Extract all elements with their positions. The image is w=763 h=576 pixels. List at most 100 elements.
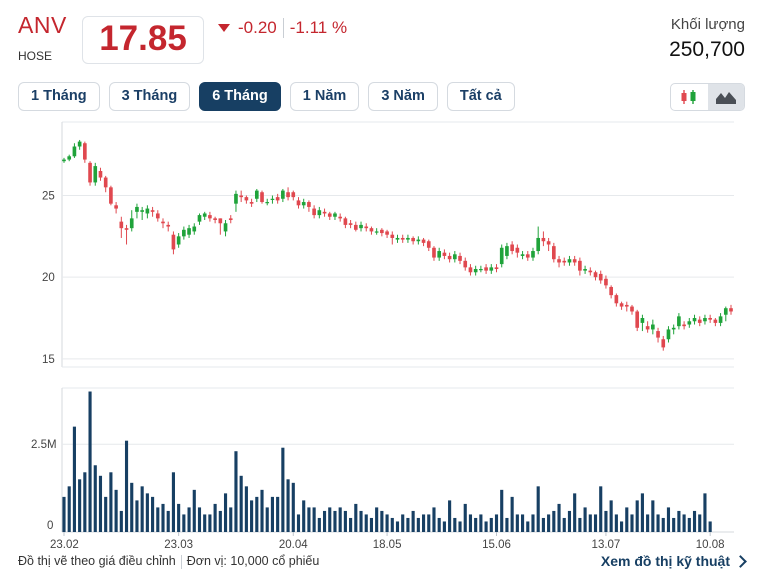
candle-body [562,260,567,263]
tab-1-month[interactable]: 1 Tháng [18,82,100,111]
candle-body [473,269,478,273]
candle [520,251,525,260]
candle [364,223,369,232]
candle [510,241,514,255]
candle [598,270,603,284]
candle-body [536,237,541,252]
volume-bar [599,486,603,532]
volume-bar [83,472,87,532]
candle-body [729,308,733,312]
candle [369,226,374,235]
candle-body [442,252,447,256]
volume-bar [500,489,504,532]
volume-bar [135,500,139,532]
volume-bar [338,507,342,532]
candle-body [395,237,400,240]
candle [479,265,483,273]
candle [635,309,640,332]
technical-chart-link[interactable]: Xem đồ thị kỹ thuật [601,553,747,569]
candle-body [651,324,655,330]
candle [723,306,728,322]
candle [176,233,181,248]
volume-bar [510,496,514,532]
candle [609,285,613,299]
volume-bar [583,507,587,532]
candle [604,275,608,289]
candle [265,198,270,206]
candle [452,251,457,263]
candle-body [291,192,296,198]
candle-body [703,318,707,322]
volume-bar [453,517,457,532]
candle-body [400,237,405,240]
x-tick-label: 23.02 [50,539,79,551]
volume-bar [526,521,530,532]
candle [218,218,223,235]
candle-body [129,218,134,229]
candle-body [312,208,316,216]
candle-body [489,267,494,271]
candle [468,264,473,276]
candle [244,195,249,204]
volume-bar [265,507,269,532]
candle [291,190,296,201]
volume-bar [171,472,175,532]
volume-bar [489,517,493,532]
candle [708,314,712,323]
tab-1-year[interactable]: 1 Năm [289,82,360,111]
candle-body [718,316,723,323]
volume-bar [276,496,280,532]
volume-bar [177,503,181,532]
candle [406,234,410,243]
candle-body [270,198,275,200]
candlestick-button[interactable] [671,84,708,110]
tab-6-months[interactable]: 6 Tháng [199,82,281,111]
candle-body [155,213,160,219]
volume-bar [646,514,650,532]
candle-body [145,208,150,214]
volume-bar [317,517,321,532]
tab-all[interactable]: Tất cả [446,82,515,111]
candle-body [140,210,144,212]
volume-bar [281,447,285,532]
candle [67,154,72,162]
volume-bar [656,514,660,532]
candle-body [197,215,202,222]
candle [463,257,468,271]
volume-bar [520,514,525,532]
candle [421,237,426,247]
x-tick-label: 15.06 [482,539,511,551]
candle [718,313,723,327]
area-chart-button[interactable] [707,84,744,110]
candle [645,321,650,333]
volume-bar [484,521,488,532]
volume-bar [515,514,519,532]
volume-bar [156,507,160,532]
candle-body [88,162,92,183]
tab-3-months[interactable]: 3 Tháng [108,82,191,111]
volume-bar [573,493,577,532]
candle-body [624,304,629,307]
candle-body [452,254,457,260]
candle-body [484,267,488,271]
volume-bar [437,517,441,532]
candle [260,190,264,204]
candle [703,314,707,325]
candle-body [630,306,634,312]
candle [588,267,593,276]
candle [109,185,113,206]
candle [338,213,343,222]
candle [687,318,692,328]
volume-bar [531,514,535,532]
candle [536,226,541,255]
candle [343,216,348,229]
volume-bar [286,479,290,532]
x-tick-label: 23.03 [164,539,193,551]
candle [62,157,66,163]
candle [98,167,103,181]
candle [187,224,191,238]
tab-3-years[interactable]: 3 Năm [368,82,438,111]
candle [531,247,535,261]
candle-body [656,331,660,338]
volume-bar [72,426,76,532]
